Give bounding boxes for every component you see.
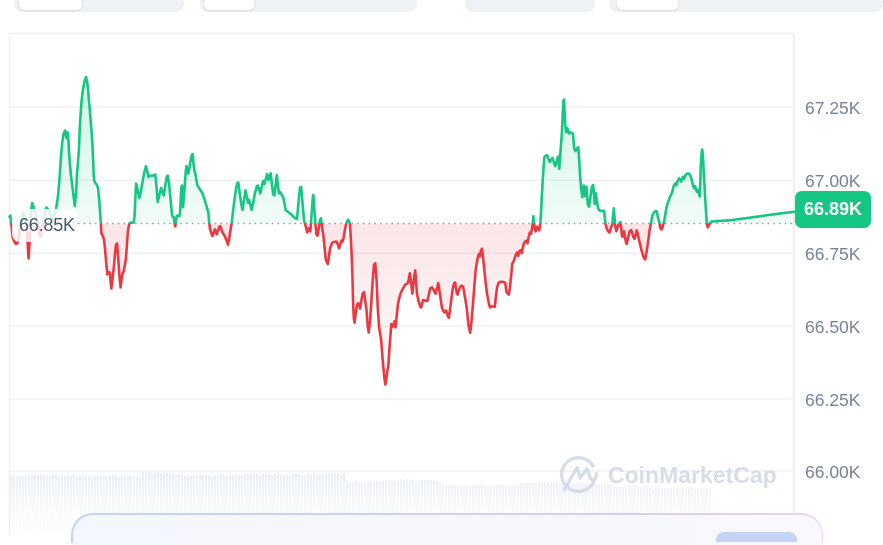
svg-text:CoinMarketCap: CoinMarketCap: [608, 462, 777, 488]
